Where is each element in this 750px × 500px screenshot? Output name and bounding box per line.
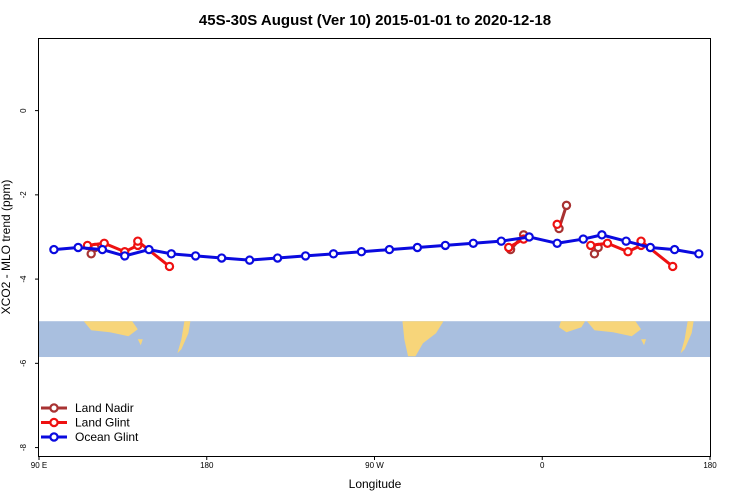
y-axis: 0 -2 -4 -6 -8 <box>19 108 39 451</box>
data-point <box>190 251 201 261</box>
data-point <box>216 253 227 263</box>
x-tick-label: 0 <box>540 461 545 470</box>
data-point <box>440 240 451 251</box>
data-point <box>468 238 478 248</box>
data-point <box>97 244 108 255</box>
legend-label: Land Glint <box>75 416 130 430</box>
data-point <box>73 242 83 253</box>
data-point <box>120 251 130 261</box>
x-tick-label: 180 <box>200 461 214 470</box>
data-point <box>272 253 283 263</box>
data-point <box>244 255 255 265</box>
data-point <box>645 242 656 253</box>
legend-label: Ocean Glint <box>75 430 139 444</box>
legend-swatch-marker <box>49 417 59 428</box>
data-point <box>164 261 175 272</box>
y-tick-label: 0 <box>19 108 28 113</box>
map-land <box>83 321 694 357</box>
legend-item: Ocean Glint <box>41 430 139 444</box>
data-point <box>166 249 177 259</box>
x-axis-label: Longitude <box>349 477 402 491</box>
series-group <box>49 200 704 272</box>
series-line <box>136 240 171 268</box>
x-tick-label: 90 W <box>365 461 384 470</box>
land-new-zealand-repeat <box>680 321 694 354</box>
land-south-america <box>402 321 444 357</box>
legend-swatch-marker <box>49 403 59 413</box>
data-point <box>552 219 562 230</box>
land-tasmania-repeat <box>641 339 647 346</box>
legend-item: Land Nadir <box>41 401 134 415</box>
data-point <box>586 240 596 251</box>
data-point <box>144 244 154 255</box>
data-point <box>412 242 423 253</box>
data-point <box>602 238 613 248</box>
data-point <box>356 247 367 257</box>
chart-title: 45S-30S August (Ver 10) 2015-01-01 to 20… <box>199 12 551 29</box>
data-point <box>496 236 506 246</box>
data-point <box>621 236 631 246</box>
y-tick-label: -8 <box>19 443 28 451</box>
y-tick-label: -2 <box>19 191 28 199</box>
data-point <box>669 244 680 255</box>
data-point <box>524 232 534 242</box>
data-point <box>578 234 588 244</box>
data-point <box>49 244 59 255</box>
land-south-africa <box>559 321 586 333</box>
data-point <box>694 249 704 259</box>
x-axis: 90 E 180 90 W 0 180 <box>31 456 717 470</box>
series-land-nadir <box>86 200 603 259</box>
data-point <box>328 249 339 259</box>
data-point <box>597 230 607 240</box>
land-new-zealand <box>177 321 191 354</box>
y-tick-label: -6 <box>19 359 28 367</box>
land-australia-repeat <box>586 321 642 337</box>
series-land-glint <box>82 219 678 272</box>
series-ocean-glint <box>49 230 704 265</box>
land-australia <box>83 321 138 337</box>
data-point <box>668 261 678 272</box>
y-tick-label: -4 <box>19 275 28 283</box>
x-tick-label: 90 E <box>31 461 47 470</box>
y-axis-label: XCO2 - MLO trend (ppm) <box>0 180 13 315</box>
data-point <box>384 244 395 255</box>
legend-swatch-marker <box>49 432 59 442</box>
data-point <box>300 251 311 261</box>
data-point <box>504 242 514 253</box>
series-line <box>87 241 139 254</box>
legend-item: Land Glint <box>41 416 130 430</box>
world-map-band <box>39 321 710 358</box>
data-point <box>623 247 633 257</box>
legend-label: Land Nadir <box>75 401 134 415</box>
data-point <box>561 200 572 211</box>
x-tick-label: 180 <box>703 461 717 470</box>
data-point <box>133 236 143 246</box>
land-tasmania <box>137 339 143 346</box>
series-line <box>590 241 642 254</box>
data-point <box>552 238 562 248</box>
